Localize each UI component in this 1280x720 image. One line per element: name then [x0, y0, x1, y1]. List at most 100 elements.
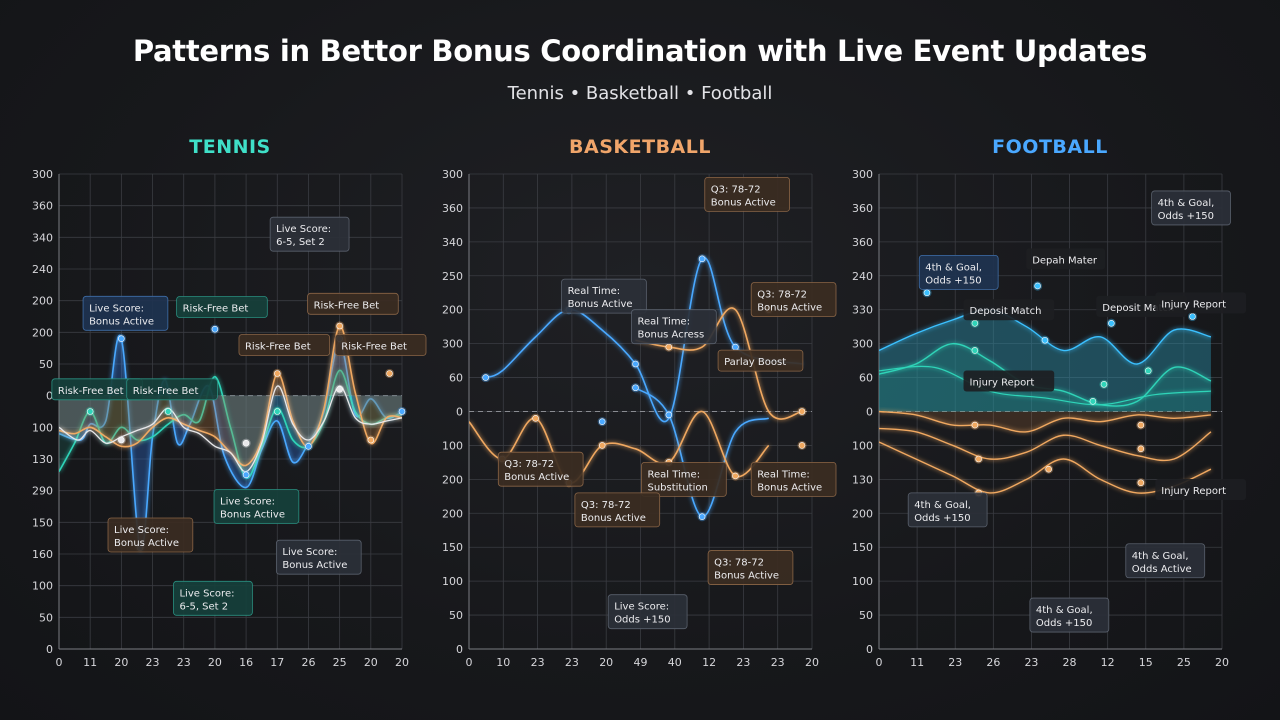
basketball-chart-series-3-point	[798, 408, 806, 415]
tennis-chart: 3003603402402002005001001302901501601005…	[32, 168, 427, 669]
basketball-chart-annotation-text: Odds +150	[614, 615, 670, 626]
tennis-chart-annotation-text: Live Score:	[276, 224, 331, 235]
basketball-chart-annotation: Real Time: Bonus Active	[750, 461, 837, 497]
basketball-chart-x-tick: 23	[736, 656, 750, 669]
tennis-chart-y-tick: 200	[32, 326, 53, 339]
tennis-chart-annotation: Live Score: Bonus Active	[107, 517, 194, 553]
tennis-chart-annotation: Risk-Free Bet	[238, 334, 331, 356]
basketball-chart-annotation-text: Q3: 78-72	[581, 500, 631, 511]
tennis-chart-annotation-text: 6-5, Set 2	[276, 237, 325, 248]
basketball-chart-series-0-point	[482, 374, 489, 381]
football-chart-series-2-line	[879, 365, 1211, 406]
football-chart-y-tick: 200	[852, 507, 873, 520]
football-chart-annotation-text: Injury Report	[970, 377, 1035, 388]
football-panel: FOOTBALL 300 360 360 240 330 300 60 0 100 130 200 1…	[850, 128, 1250, 688]
football-chart-annotation-text: Odds +150	[1036, 618, 1092, 629]
football-chart-series-4-point	[975, 455, 982, 463]
football-chart-y-tick: 360	[852, 236, 873, 249]
tennis-chart-x-tick: 26	[301, 656, 315, 669]
football-chart-x-tick: 28	[1063, 656, 1077, 669]
football-chart-y-tick: 360	[852, 202, 873, 215]
football-chart-annotation-text: 4th & Goal,	[914, 500, 971, 511]
football-chart-series-4-point	[1137, 445, 1145, 453]
tennis-chart-y-tick: 130	[32, 453, 53, 466]
tennis-chart-annotation-text: Bonus Active	[114, 538, 179, 549]
basketball-chart-y-tick: 50	[449, 609, 463, 622]
tennis-chart-y-tick: 340	[32, 231, 53, 244]
basketball-chart-y-tick: 100	[442, 575, 463, 588]
basketball-chart-x-tick: 20	[805, 656, 819, 669]
basketball-chart-series-2-point	[532, 414, 539, 422]
tennis-chart-y-tick: 360	[32, 200, 53, 213]
football-chart-series-3-point	[1137, 421, 1145, 429]
football-chart-series-5-point	[1045, 465, 1052, 473]
football-chart-x-tick: 11	[910, 656, 924, 669]
basketball-chart-annotation-text: Q3: 78-72	[757, 290, 807, 301]
football-chart-x-tick: 15	[1139, 656, 1153, 669]
tennis-title: TENNIS	[189, 136, 271, 158]
football-chart-x-tick: 25	[1177, 656, 1191, 669]
basketball-chart-annotation: Q3: 78-72 Bonus Active	[497, 451, 584, 487]
basketball-chart-y-tick: 250	[442, 270, 463, 283]
tennis-chart-x-tick: 11	[83, 656, 97, 669]
basketball-chart-annotation-text: Real Time:	[638, 317, 691, 328]
football-chart-annotation: 4th & Goal, Odds +150	[907, 492, 988, 528]
basketball-chart: 3003603402502003006001002002001501005000…	[442, 168, 837, 669]
football-chart-annotation: 4th & Goal, Odds Active	[1125, 543, 1206, 579]
basketball-chart-annotation: Live Score: Odds +150	[607, 594, 688, 630]
tennis-chart-x-tick: 23	[177, 656, 191, 669]
football-chart-annotation-text: Injury Report	[1161, 486, 1226, 497]
basketball-chart-y-tick: 60	[449, 372, 463, 385]
tennis-chart-annotation-text: Live Score:	[220, 497, 275, 508]
tennis-chart-annotation: Live Score: Bonus Active	[82, 295, 169, 331]
football-chart-series-1-area	[879, 343, 1211, 412]
tennis-chart-annotation-text: Bonus Active	[282, 560, 347, 571]
tennis-chart-series-0-point	[242, 471, 250, 479]
tennis-chart-annotation-text: Bonus Active	[89, 316, 154, 327]
football-chart-annotation: 4th & Goal, Odds +150	[918, 254, 999, 290]
basketball-chart-annotation-text: Bonus Active	[757, 303, 822, 314]
football-chart-annotation: Injury Report	[1155, 292, 1246, 314]
basketball-chart-series-2-point	[732, 472, 739, 480]
basketball-chart-y-tick: 360	[442, 202, 463, 215]
basketball-chart-y-tick: 300	[442, 168, 463, 181]
basketball-chart-annotation-text: Parlay Boost	[724, 357, 786, 368]
tennis-chart-annotation: Live Score: Bonus Active	[275, 539, 362, 575]
football-chart-y-tick: 100	[852, 439, 873, 452]
football-chart-y-tick: 50	[859, 609, 873, 622]
tennis-chart-annotation: Risk-Free Bet	[307, 292, 399, 315]
basketball-chart-x-tick: 23	[565, 656, 579, 669]
basketball-chart-x-tick: 49	[634, 656, 648, 669]
football-chart-series-0-area	[879, 309, 1211, 412]
football-chart-series-0-point	[1041, 336, 1049, 344]
tennis-chart-series-1-line	[59, 369, 402, 479]
basketball-chart-series-2-point	[598, 442, 606, 449]
football-chart-annotation-text: 4th & Goal,	[925, 262, 982, 273]
football-chart-series-0-point	[1108, 319, 1115, 327]
tennis-chart-y-tick: 300	[32, 168, 53, 181]
basketball-chart-annotation: Real Time: Bonus Acress	[631, 309, 717, 345]
basketball-chart-annotation: Real Time: Substitution	[641, 461, 727, 497]
football-chart: 3003603602403303006001001302001501005000…	[852, 168, 1246, 669]
football-chart-x-tick: 12	[1101, 656, 1115, 669]
football-chart-series-0-point	[923, 289, 931, 297]
basketball-chart-annotation-text: Q3: 78-72	[711, 184, 761, 195]
tennis-chart-x-tick: 20	[114, 656, 128, 669]
basketball-chart-x-tick: 12	[702, 656, 716, 669]
tennis-chart-series-0-point	[118, 335, 125, 342]
football-chart-annotation-text: Deposit Match	[970, 306, 1042, 317]
tennis-chart-x-tick: 20	[395, 656, 409, 669]
tennis-chart-y-tick: 50	[39, 358, 53, 371]
basketball-chart-series-0-point	[632, 360, 639, 368]
tennis-chart-annotation-text: Risk-Free Bet	[341, 342, 407, 353]
tennis-chart-series-3-point	[118, 436, 125, 444]
football-chart-annotation-text: Odds +150	[925, 275, 981, 286]
tennis-chart-y-tick: 0	[46, 643, 53, 656]
tennis-chart-series-1-point	[273, 408, 281, 415]
football-chart-series-2-point	[1089, 398, 1097, 405]
football-chart-y-tick: 300	[852, 338, 873, 351]
football-chart-x-tick: 0	[876, 656, 883, 669]
football-chart-series-5-point	[1137, 479, 1145, 487]
football-chart-x-tick: 23	[1024, 656, 1038, 669]
basketball-chart-series-2-line	[469, 410, 770, 484]
